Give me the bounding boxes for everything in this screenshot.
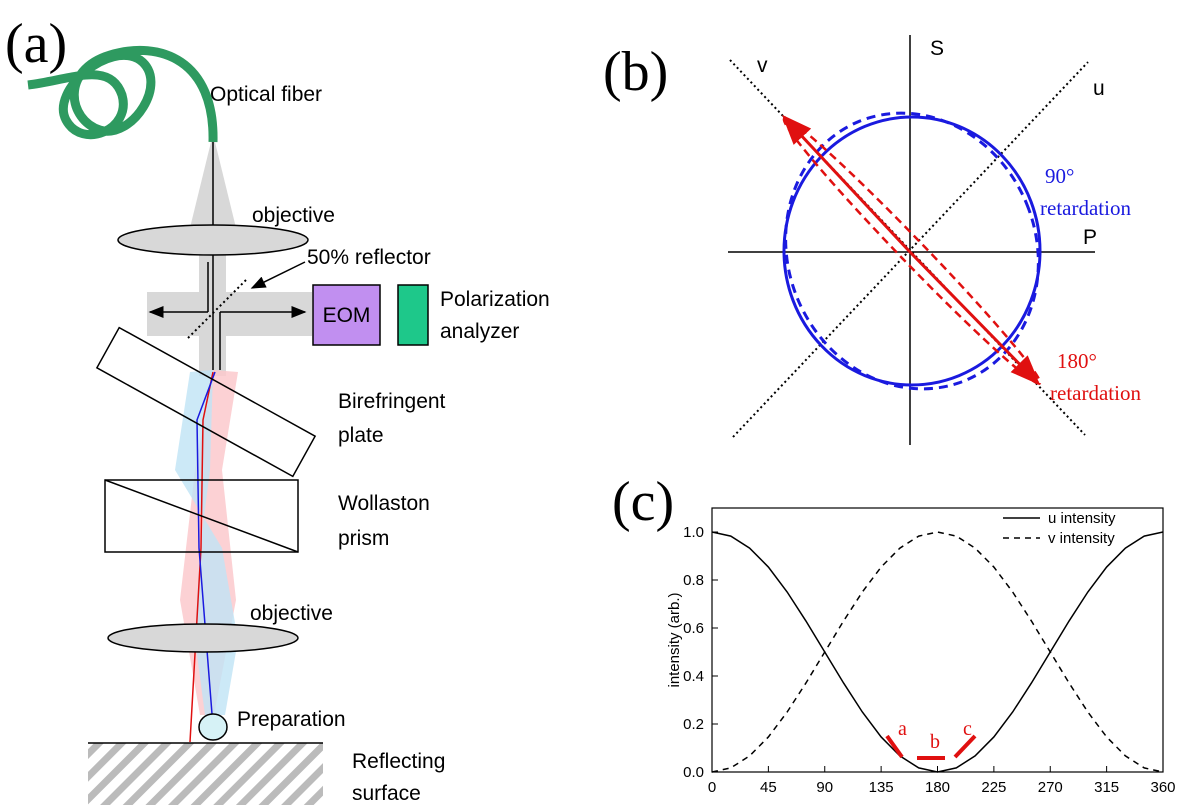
label: Optical fiber	[210, 83, 322, 106]
x-tick-label: 135	[869, 779, 894, 796]
note: retardation	[1040, 196, 1131, 220]
x-tick-label: 270	[1038, 779, 1063, 796]
arrow	[252, 262, 305, 288]
x-tick-label: 315	[1094, 779, 1119, 796]
label: surface	[352, 782, 421, 805]
label: analyzer	[440, 320, 519, 343]
preparation	[199, 714, 227, 740]
x-tick-label: 45	[760, 779, 777, 796]
annotation: b	[930, 731, 940, 753]
label: objective	[252, 204, 335, 227]
label: plate	[338, 424, 384, 447]
surface	[88, 743, 323, 805]
label: Polarization	[440, 288, 550, 311]
y-tick-label: 0.2	[683, 716, 704, 733]
label: 50% reflector	[307, 246, 431, 269]
panel-b: (b) S P u v 90° retardation 180° retarda…	[603, 35, 1141, 445]
annotation: a	[898, 718, 907, 740]
legend-label: u intensity	[1048, 510, 1116, 527]
y-tick-label: 0.0	[683, 764, 704, 781]
panel-label: (c)	[612, 471, 674, 533]
x-tick-label: 180	[925, 779, 950, 796]
axis-label: v	[757, 54, 768, 77]
axis-label: P	[1083, 226, 1097, 249]
label: prism	[338, 527, 389, 550]
label: Preparation	[237, 708, 346, 731]
beam	[147, 292, 312, 336]
lens	[108, 624, 298, 652]
label: objective	[250, 602, 333, 625]
annotation: c	[963, 718, 972, 740]
x-tick-label: 90	[816, 779, 833, 796]
label: Wollaston	[338, 492, 430, 515]
label: Reflecting	[352, 750, 445, 773]
y-tick-label: 0.8	[683, 572, 704, 589]
label: Birefringent	[338, 390, 446, 413]
note: 180°	[1057, 349, 1097, 373]
x-tick-label: 360	[1150, 779, 1175, 796]
note: 90°	[1045, 164, 1074, 188]
panel-c: (c) intensity (arb.) 0 45 90 135 180 225 270 315 3…	[612, 471, 1176, 796]
lens	[118, 225, 308, 255]
figure: (a) Optical fiber objective 50% reflecto…	[0, 0, 1177, 805]
y-axis-title: intensity (arb.)	[666, 592, 683, 687]
panel-label: (b)	[603, 41, 668, 103]
analyzer-box	[398, 285, 428, 345]
y-tick-label: 0.6	[683, 620, 704, 637]
legend-label: v intensity	[1048, 530, 1115, 547]
y-tick-label: 0.4	[683, 668, 704, 685]
axis-label: u	[1093, 77, 1105, 100]
y-tick-label: 1.0	[683, 524, 704, 541]
x-tick-label: 0	[708, 779, 716, 796]
label: EOM	[323, 304, 371, 327]
panel-a: (a) Optical fiber objective 50% reflecto…	[5, 13, 550, 805]
axis-label: S	[930, 37, 944, 60]
note: retardation	[1050, 381, 1141, 405]
red-arrow	[910, 252, 1038, 383]
x-tick-label: 225	[981, 779, 1006, 796]
panel-label: (a)	[5, 13, 67, 75]
